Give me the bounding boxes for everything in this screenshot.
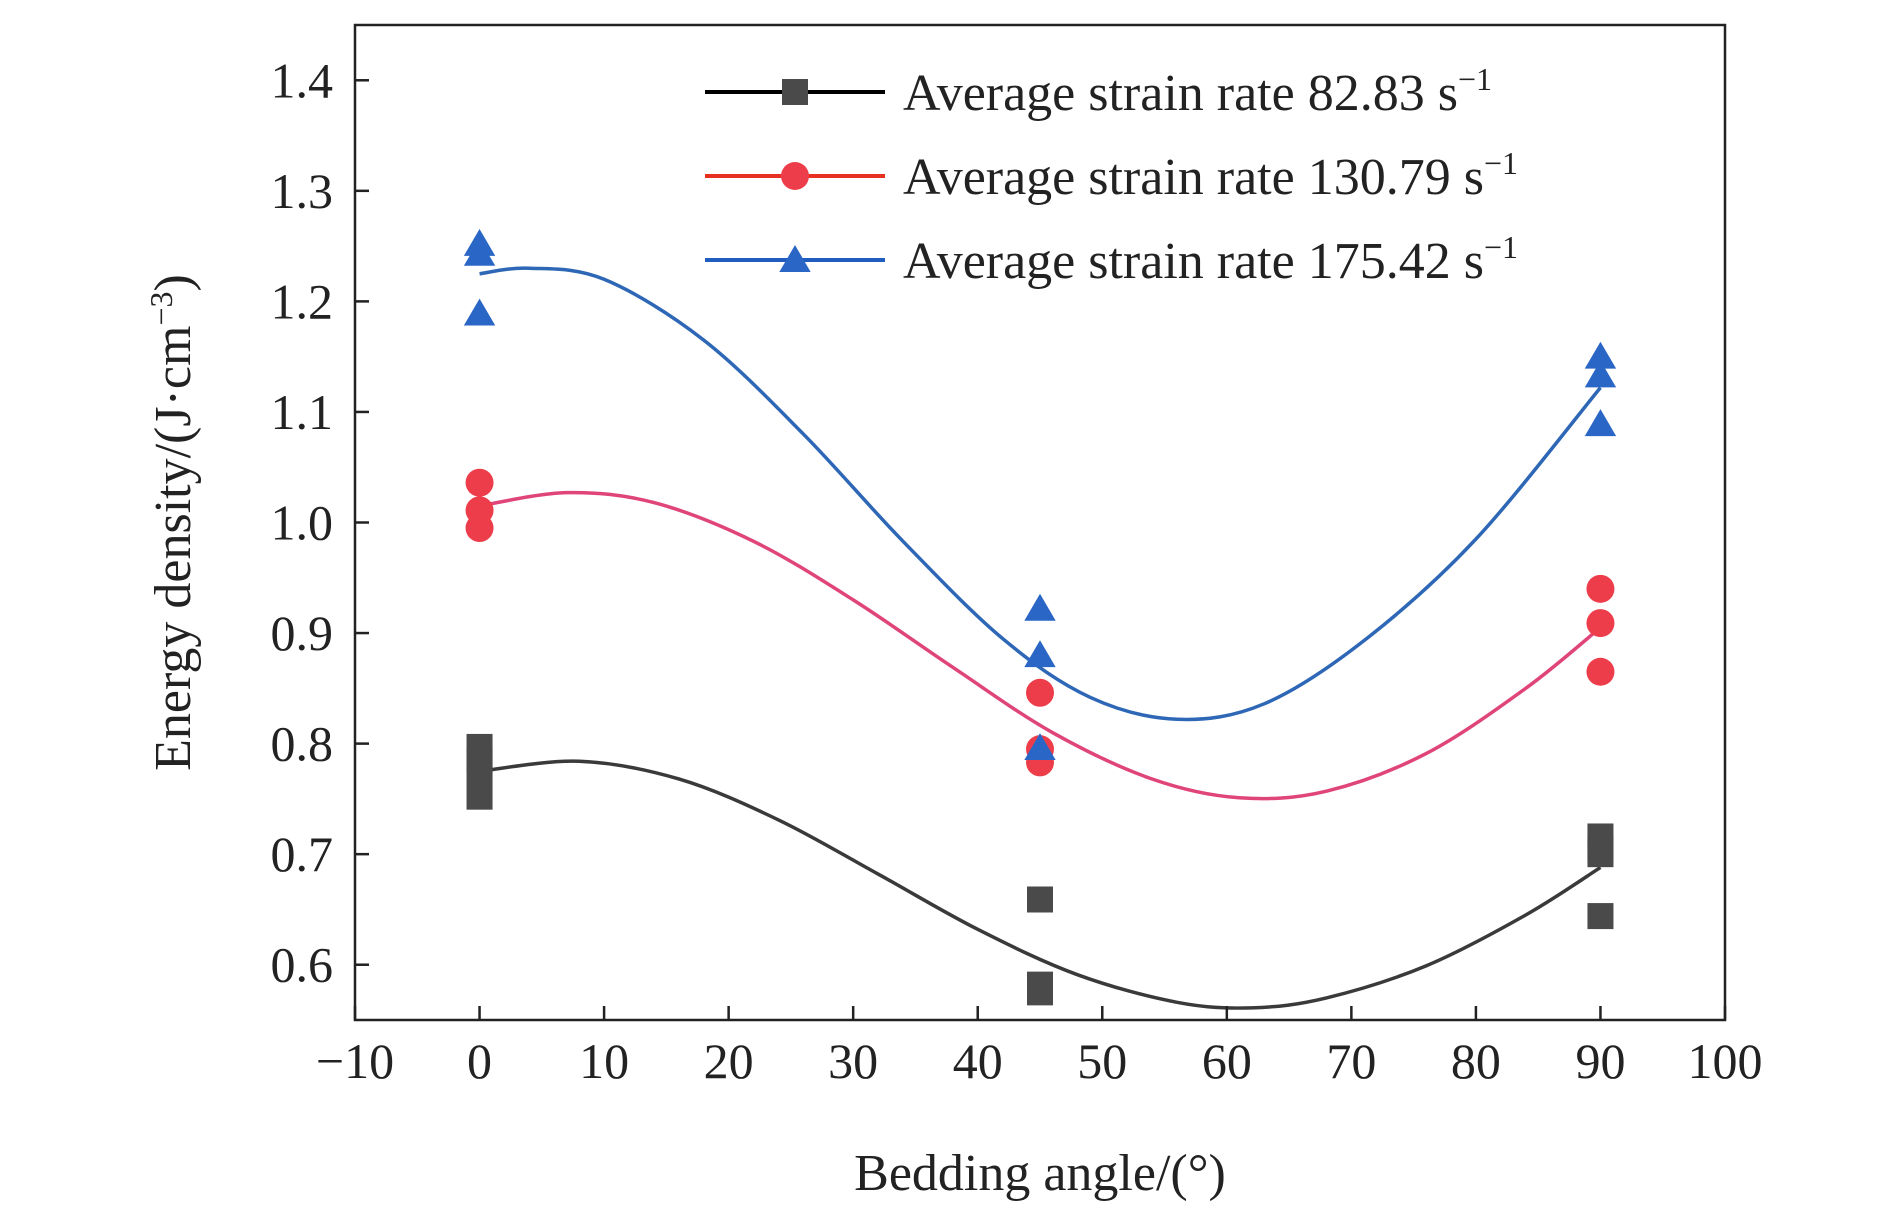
data-point-series-1 bbox=[1027, 886, 1053, 913]
y-axis-title-superscript: −3 bbox=[143, 292, 179, 326]
y-tick-label: 0.7 bbox=[271, 826, 334, 882]
data-point-series-2 bbox=[1586, 657, 1615, 686]
data-markers bbox=[463, 228, 1617, 1006]
data-point-series-1 bbox=[1587, 903, 1614, 930]
y-tick-label: 0.9 bbox=[271, 605, 334, 661]
legend-label-superscript: −1 bbox=[1458, 61, 1492, 97]
x-tick-label: −10 bbox=[316, 1033, 394, 1089]
x-tick-label: 20 bbox=[704, 1033, 754, 1089]
x-axis: −10 0 10 20 30 40 50 60 70 80 90 100 bbox=[316, 1006, 1763, 1089]
fit-curve-series-3 bbox=[479, 266, 1602, 722]
y-axis-title: Energy density/(J·cm−3) bbox=[143, 274, 202, 771]
y-tick-label: 1.3 bbox=[271, 163, 334, 219]
x-tick-label: 60 bbox=[1202, 1033, 1252, 1089]
data-point-series-1 bbox=[466, 758, 493, 785]
x-tick-label: 80 bbox=[1451, 1033, 1501, 1089]
data-point-series-3 bbox=[1024, 640, 1056, 668]
data-point-series-3 bbox=[463, 238, 496, 266]
x-tick-label: 70 bbox=[1326, 1033, 1376, 1089]
legend-label-superscript: −1 bbox=[1484, 145, 1518, 181]
data-point-series-3 bbox=[1584, 341, 1617, 369]
x-tick-label: 50 bbox=[1077, 1033, 1127, 1089]
y-axis: 0.6 0.7 0.8 0.9 1.0 1.1 1.2 1.3 1.4 bbox=[271, 52, 369, 993]
legend-marker-series-3 bbox=[779, 245, 811, 272]
data-point-series-2 bbox=[465, 468, 494, 497]
fit-curve-series-1 bbox=[479, 759, 1602, 1010]
data-point-series-1 bbox=[466, 783, 493, 810]
data-point-series-1 bbox=[1027, 979, 1053, 1006]
y-tick-label: 1.4 bbox=[271, 52, 334, 108]
x-tick-label: 90 bbox=[1575, 1033, 1625, 1089]
legend-marker-series-2 bbox=[781, 162, 809, 190]
legend-label-main: Average strain rate 175.42 s bbox=[903, 233, 1484, 290]
x-tick-label: 40 bbox=[953, 1033, 1003, 1089]
x-tick-label: 100 bbox=[1688, 1033, 1763, 1089]
y-axis-title-close: ) bbox=[145, 274, 202, 291]
y-tick-label: 1.1 bbox=[271, 384, 334, 440]
legend-label-series-1: Average strain rate 82.83 s−1 bbox=[903, 61, 1492, 122]
y-tick-label: 0.6 bbox=[271, 937, 334, 993]
x-axis-title: Bedding angle/(°) bbox=[854, 1145, 1226, 1202]
y-axis-title-main: Energy density/(J·cm bbox=[145, 326, 202, 771]
legend-label-main: Average strain rate 130.79 s bbox=[903, 149, 1484, 206]
data-point-series-3 bbox=[1024, 733, 1056, 760]
data-point-series-3 bbox=[1584, 409, 1617, 437]
x-tick-label: 10 bbox=[579, 1033, 629, 1089]
fit-curve-series-2 bbox=[479, 490, 1602, 801]
data-point-series-3 bbox=[1024, 593, 1056, 621]
y-tick-label: 1.0 bbox=[271, 495, 334, 551]
legend-label-series-3: Average strain rate 175.42 s−1 bbox=[903, 229, 1518, 290]
x-tick-label: 30 bbox=[828, 1033, 878, 1089]
data-point-series-2 bbox=[465, 514, 494, 543]
y-tick-label: 1.2 bbox=[271, 273, 334, 329]
data-point-series-3 bbox=[1584, 360, 1617, 388]
fit-curves bbox=[479, 266, 1602, 1010]
legend-label-main: Average strain rate 82.83 s bbox=[903, 65, 1458, 122]
y-tick-label: 0.8 bbox=[271, 716, 334, 772]
x-tick-label: 0 bbox=[467, 1033, 492, 1089]
data-point-series-2 bbox=[1026, 678, 1054, 707]
legend-label-superscript: −1 bbox=[1484, 229, 1518, 265]
data-point-series-3 bbox=[463, 298, 496, 326]
data-point-series-2 bbox=[1586, 574, 1615, 603]
legend-label-series-2: Average strain rate 130.79 s−1 bbox=[903, 145, 1518, 206]
legend-marker-series-1 bbox=[782, 79, 808, 105]
data-point-series-1 bbox=[1587, 841, 1614, 868]
data-point-series-2 bbox=[1586, 609, 1615, 638]
